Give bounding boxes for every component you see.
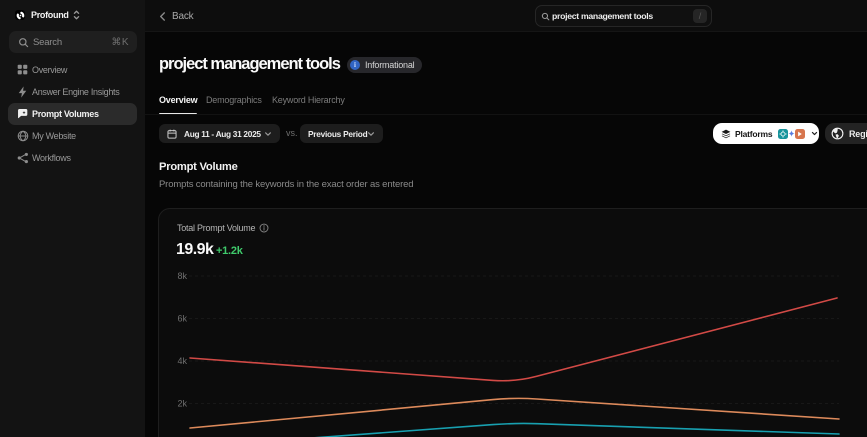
svg-text:4k: 4k [177, 356, 187, 366]
svg-text:2k: 2k [177, 399, 187, 409]
svg-text:6k: 6k [177, 314, 187, 324]
svg-text:8k: 8k [177, 271, 187, 281]
